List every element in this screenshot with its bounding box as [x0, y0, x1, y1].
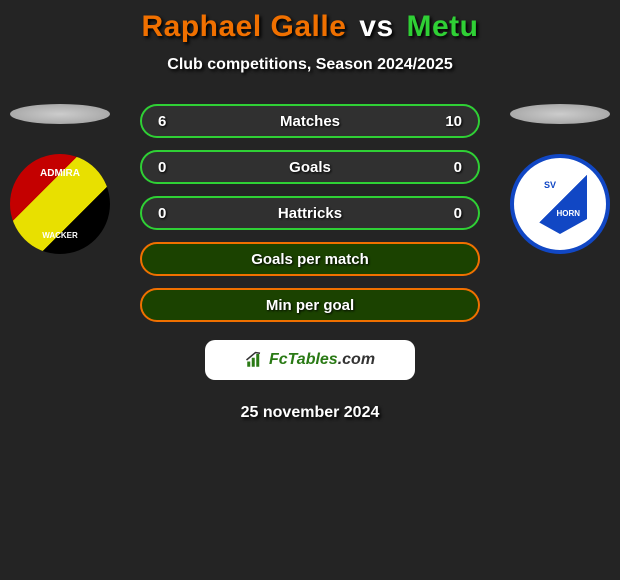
vs-text: vs — [359, 10, 393, 43]
stat-label: Min per goal — [208, 297, 412, 314]
stat-right-value: 0 — [412, 159, 462, 176]
stat-row: Goals per match — [140, 242, 480, 276]
stat-row: 0Goals0 — [140, 150, 480, 184]
player2-name: Metu — [406, 10, 478, 43]
date-text: 25 november 2024 — [241, 404, 380, 422]
infographic-container: Raphael Galle vs Metu Club competitions,… — [0, 0, 620, 422]
stat-row: 6Matches10 — [140, 104, 480, 138]
stat-label: Hattricks — [208, 205, 412, 222]
club2-shield — [533, 174, 587, 234]
stats-column: 6Matches100Goals00Hattricks0Goals per ma… — [130, 104, 490, 422]
stat-right-value: 10 — [412, 113, 462, 130]
watermark-box: FcTables.com — [205, 340, 415, 380]
content-row: ADMIRA WACKER 6Matches100Goals00Hattrick… — [0, 104, 620, 422]
stat-label: Goals per match — [208, 251, 412, 268]
club2-name-bottom: HORN — [556, 209, 580, 218]
player2-club-badge: SV HORN — [510, 154, 610, 254]
stat-row: Min per goal — [140, 288, 480, 322]
club2-name-top: SV — [544, 180, 556, 190]
player1-photo-placeholder — [10, 104, 110, 124]
player2-photo-placeholder — [510, 104, 610, 124]
left-column: ADMIRA WACKER — [10, 104, 110, 254]
stat-label: Goals — [208, 159, 412, 176]
stat-row: 0Hattricks0 — [140, 196, 480, 230]
stat-left-value: 6 — [158, 113, 208, 130]
stat-left-value: 0 — [158, 159, 208, 176]
stat-label: Matches — [208, 113, 412, 130]
comparison-title: Raphael Galle vs Metu — [0, 10, 620, 44]
club1-name-top: ADMIRA — [40, 168, 80, 179]
chart-icon — [245, 351, 263, 369]
player1-name: Raphael Galle — [142, 10, 347, 43]
right-column: SV HORN — [510, 104, 610, 254]
watermark-suffix: .com — [338, 351, 375, 368]
watermark-brand: FcTables — [269, 351, 338, 368]
subtitle: Club competitions, Season 2024/2025 — [0, 56, 620, 74]
club1-name-bottom: WACKER — [42, 231, 78, 240]
player1-club-badge: ADMIRA WACKER — [10, 154, 110, 254]
stat-left-value: 0 — [158, 205, 208, 222]
stat-right-value: 0 — [412, 205, 462, 222]
